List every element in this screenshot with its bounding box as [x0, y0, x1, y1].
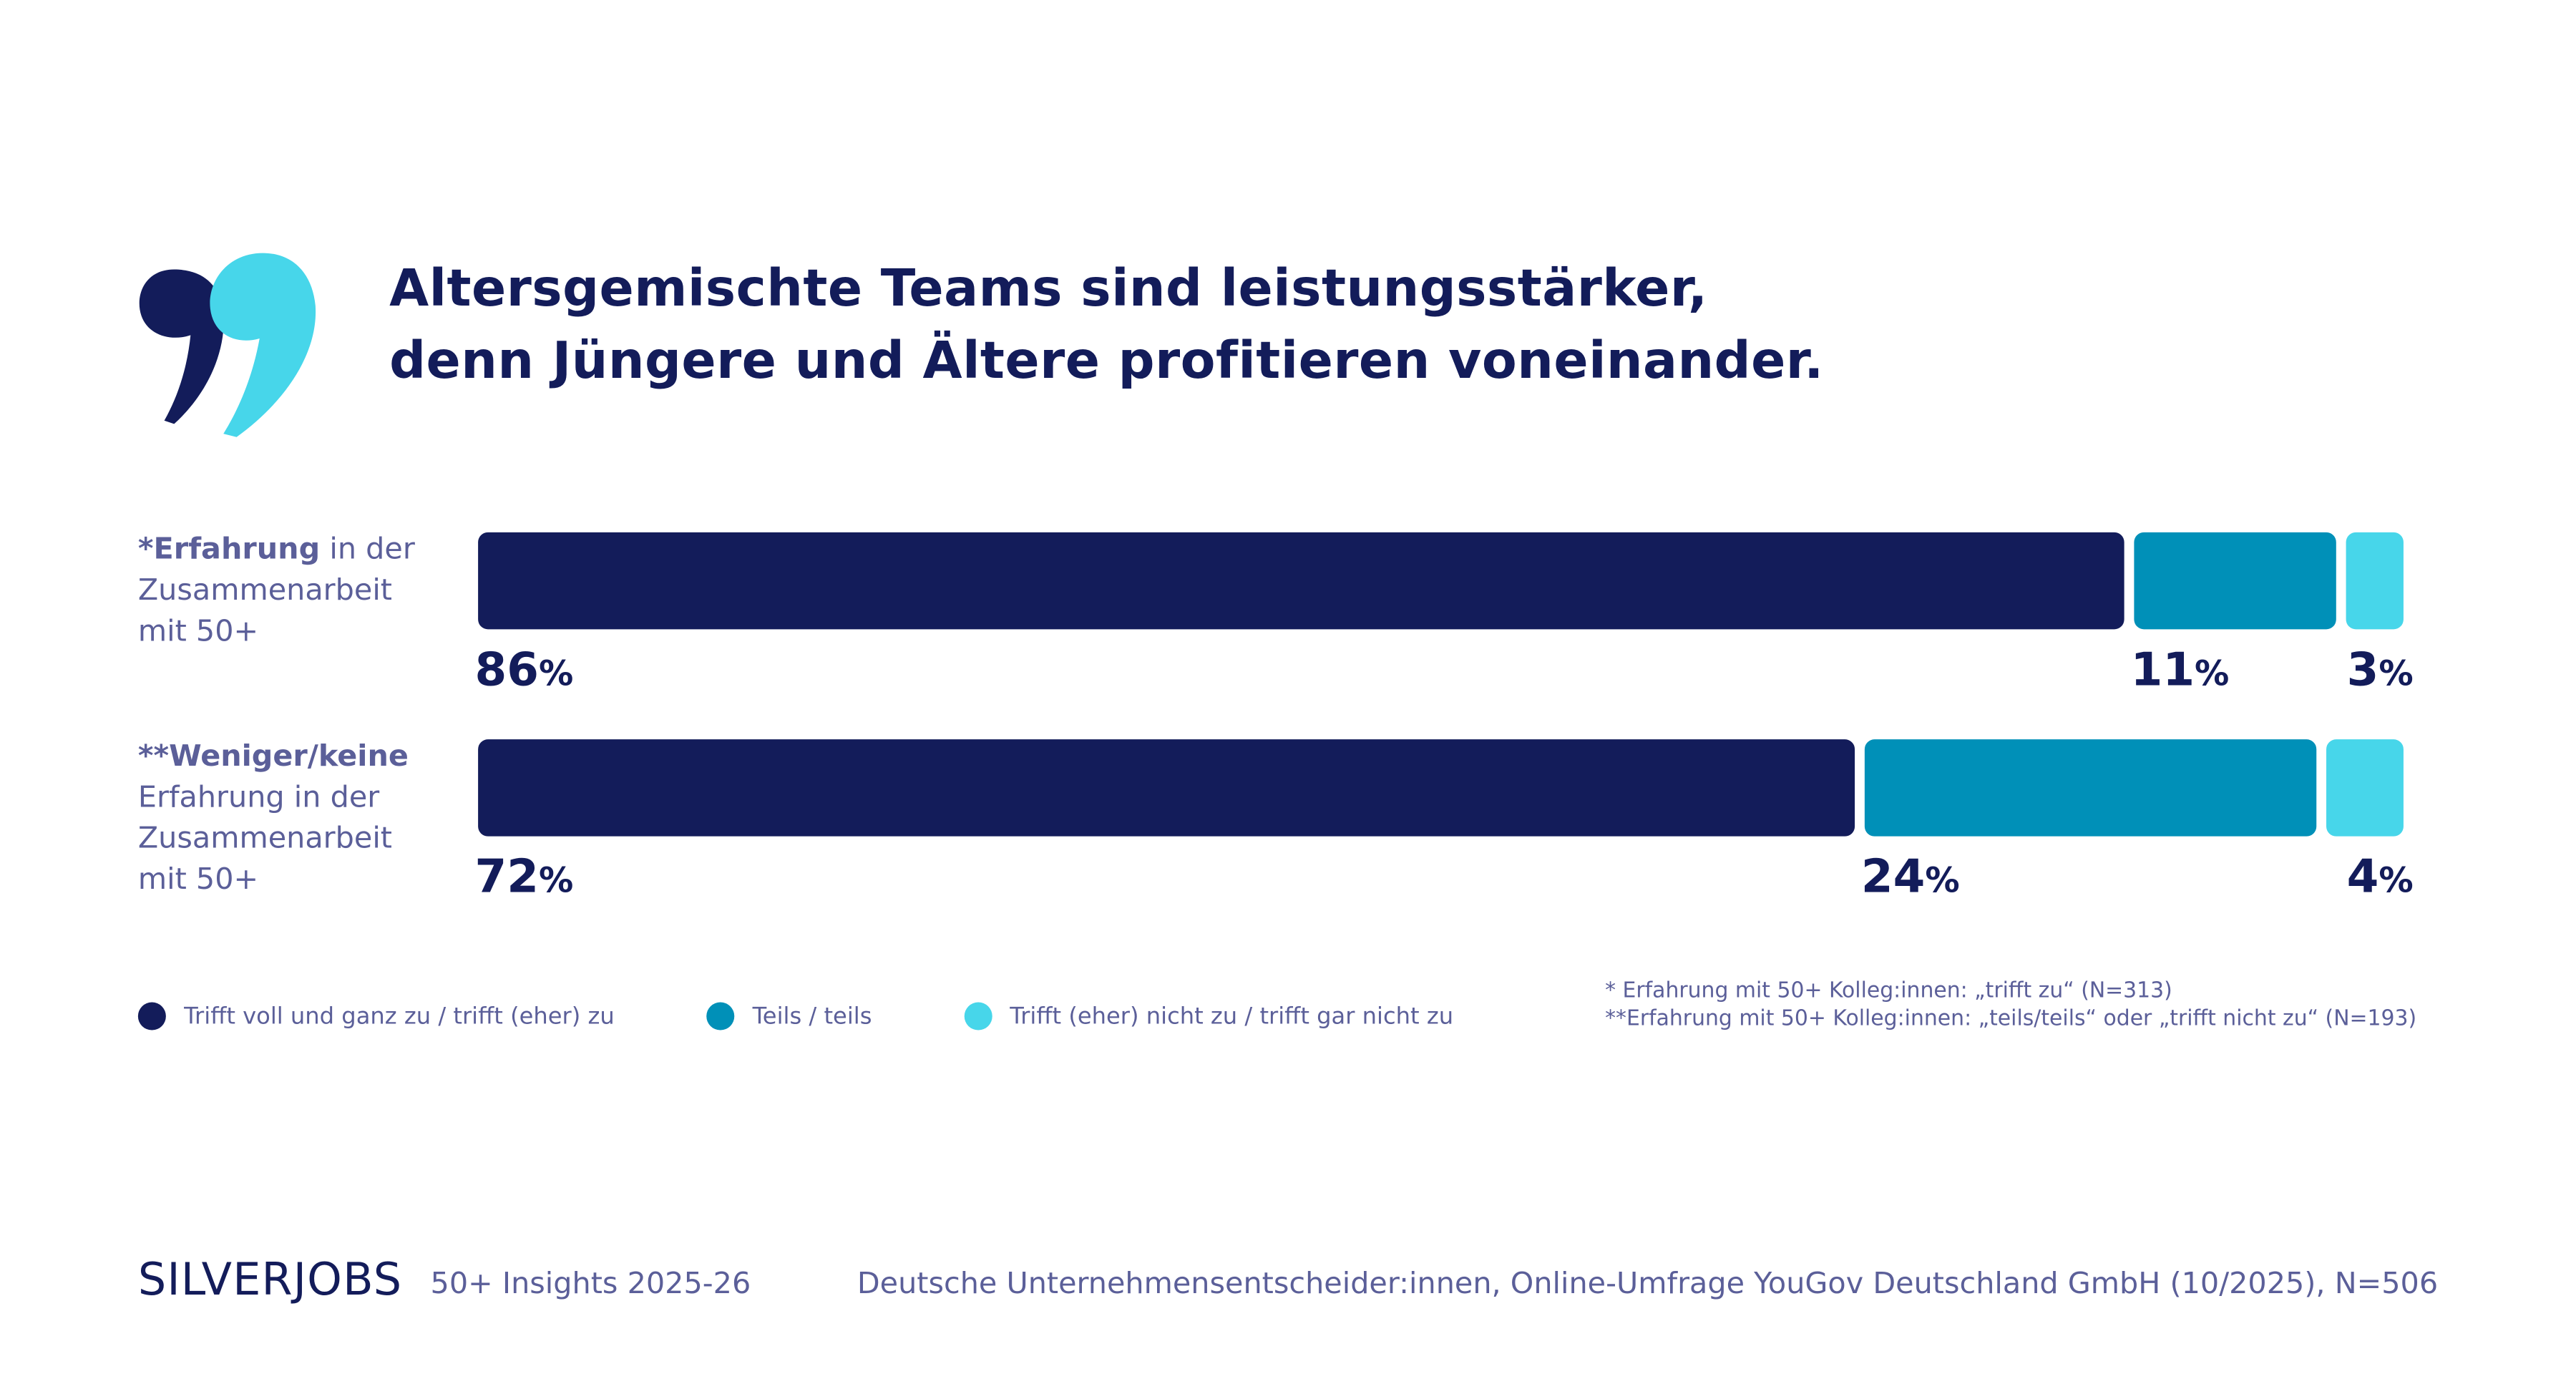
legend: Trifft voll und ganz zu / trifft (eher) … — [137, 1002, 1454, 1030]
quote-icon — [139, 253, 316, 437]
legend-item: Trifft (eher) nicht zu / trifft gar nich… — [964, 1002, 1454, 1030]
legend-swatch — [137, 1002, 166, 1030]
bar-segment — [2326, 739, 2404, 837]
bar-segment — [2346, 532, 2404, 630]
legend-item: Trifft voll und ganz zu / trifft (eher) … — [137, 1002, 615, 1030]
bar-segment — [478, 739, 1855, 837]
category-label: *Erfahrung in der Zusammenarbeit mit 50+ — [138, 529, 431, 652]
value-label: 86% — [474, 642, 574, 697]
value-label: 72% — [474, 849, 574, 904]
bar-segment — [2134, 532, 2336, 630]
value-label: 4% — [2346, 849, 2414, 904]
value-label: 3% — [2346, 642, 2414, 697]
footnotes: * Erfahrung mit 50+ Kolleg:innen: „triff… — [1605, 978, 2416, 1033]
bar-segment — [1864, 739, 2317, 837]
category-emphasis: **Weniger/keine — [137, 739, 409, 774]
publication: 50+ Insights 2025-26 — [430, 1267, 751, 1302]
value-label: 24% — [1860, 849, 1960, 904]
legend-swatch — [964, 1002, 992, 1030]
category-label: **Weniger/keine Erfahrung in der Zusamme… — [138, 736, 431, 901]
legend-label: Trifft voll und ganz zu / trifft (eher) … — [184, 1003, 615, 1030]
value-label: 11% — [2130, 642, 2230, 697]
bar-segment — [478, 532, 2124, 630]
source: Deutsche Unternehmensentscheider:innen, … — [857, 1267, 2439, 1302]
category-emphasis: *Erfahrung — [137, 532, 321, 567]
footnote: **Erfahrung mit 50+ Kolleg:innen: „teils… — [1605, 1007, 2417, 1032]
legend-label: Trifft (eher) nicht zu / trifft gar nich… — [1010, 1003, 1454, 1030]
brand-logo: SILVERJOBS — [137, 1255, 403, 1307]
category-text: Erfahrung in der Zusammenarbeit mit 50+ — [137, 780, 393, 897]
category-text: in der Zusammenarbeit mit 50+ — [137, 532, 415, 649]
legend-swatch — [706, 1002, 735, 1030]
footnote: * Erfahrung mit 50+ Kolleg:innen: „triff… — [1605, 979, 2172, 1004]
legend-label: Teils / teils — [752, 1003, 872, 1030]
chart-title: Altersgemischte Teams sind leistungsstär… — [389, 259, 1824, 391]
legend-item: Teils / teils — [706, 1002, 872, 1030]
